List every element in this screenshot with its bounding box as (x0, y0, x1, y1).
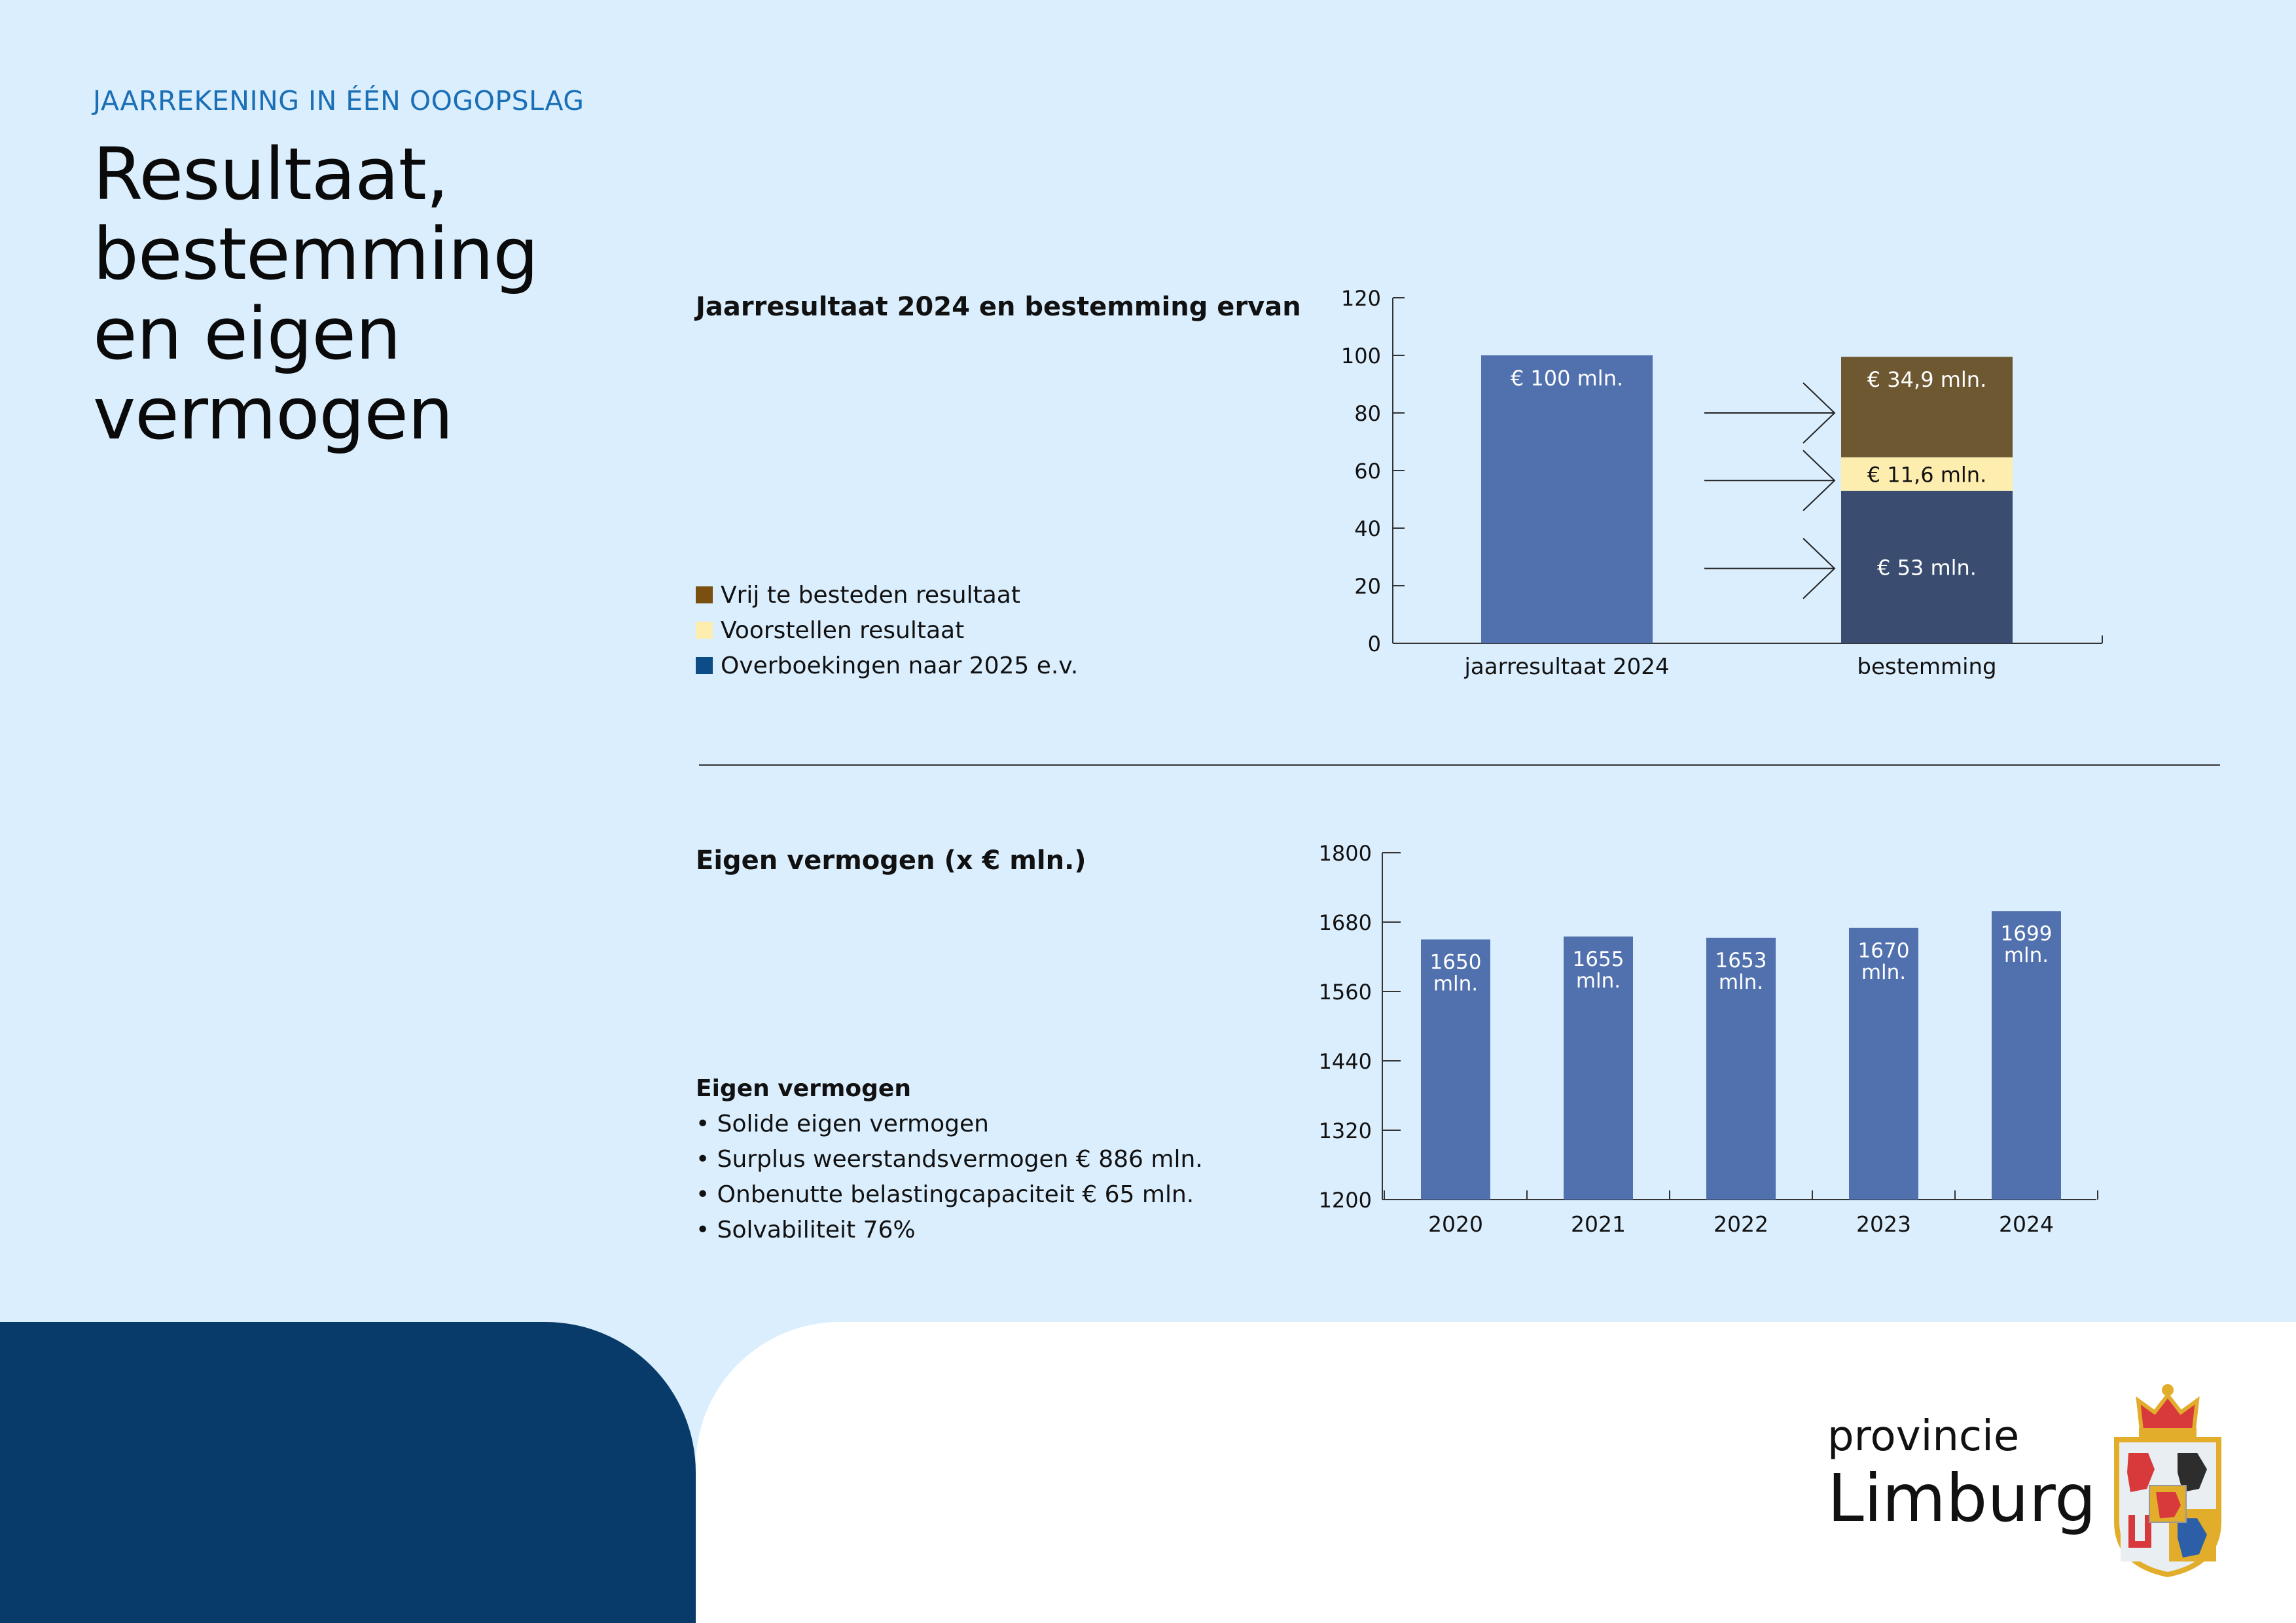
data-label: 1650 (1430, 951, 1482, 974)
data-label: € 11,6 mln. (1867, 462, 1986, 487)
y-tick-label: 1320 (1319, 1118, 1372, 1143)
coat-of-arms-icon (2114, 1384, 2221, 1577)
bar (1564, 936, 1633, 1200)
data-label: 1653 (1715, 949, 1767, 972)
x-tick-label: 2024 (1999, 1211, 2054, 1237)
data-label: mln. (1861, 961, 1906, 984)
data-label: € 53 mln. (1877, 555, 1977, 580)
x-tick-label: 2022 (1713, 1211, 1768, 1237)
y-tick-label: 1560 (1319, 980, 1372, 1005)
y-tick-label: 120 (1341, 286, 1381, 311)
title-line: vermogen (93, 372, 454, 455)
page-title: Resultaat, bestemming en eigen vermogen (93, 134, 630, 454)
bar (1849, 927, 1918, 1200)
navy-corner-shape (0, 1322, 696, 1623)
y-tick-label: 80 (1354, 401, 1381, 426)
section-kicker: JAARREKENING IN ÉÉN OOGOPSLAG (93, 85, 584, 116)
y-tick-label: 40 (1354, 516, 1381, 541)
chart2-title: Eigen vermogen (x € mln.) (696, 846, 1086, 876)
bar-segment (1841, 457, 2013, 491)
arrow-head (1803, 382, 1836, 444)
logo-line-limburg: Limburg (1827, 1460, 2096, 1537)
y-tick-label: 1200 (1319, 1188, 1372, 1213)
data-label: 1655 (1573, 948, 1624, 971)
x-tick-label: bestemming (1857, 654, 1996, 680)
y-tick-label: 20 (1354, 574, 1381, 599)
y-tick-label: 1800 (1319, 841, 1372, 866)
legend-item: Overboekingen naar 2025 e.v. (696, 648, 1078, 683)
data-label: € 34,9 mln. (1867, 367, 1986, 392)
title-line: Resultaat, (93, 132, 449, 216)
legend-swatch (696, 622, 713, 639)
legend-label: Voorstellen resultaat (721, 616, 965, 644)
x-tick-label: 2020 (1428, 1211, 1483, 1237)
data-label: € 100 mln. (1511, 366, 1623, 391)
notes-item: • Solide eigen vermogen (696, 1111, 989, 1137)
notes-title: Eigen vermogen (696, 1075, 911, 1102)
y-tick-label: 1680 (1319, 910, 1372, 935)
arrow-head (1803, 450, 1836, 512)
data-label: mln. (1576, 969, 1621, 993)
legend-label: Overboekingen naar 2025 e.v. (721, 652, 1079, 679)
bar-segment (1841, 490, 2013, 643)
logo-line-provincie: provincie (1827, 1412, 2020, 1461)
chart1-legend: Vrij te besteden resultaat Voorstellen r… (696, 577, 1078, 683)
y-tick-label: 100 (1341, 344, 1381, 368)
x-tick-label: 2021 (1571, 1211, 1626, 1237)
section-divider (699, 764, 2220, 766)
y-tick-label: 1440 (1319, 1049, 1372, 1074)
legend-item: Vrij te besteden resultaat (696, 577, 1078, 613)
data-label: mln. (1433, 972, 1478, 996)
result-chart: 0 20 40 60 80 100 120 € 53 mln. € 11,6 mln. € 34,… (1341, 286, 2103, 680)
y-tick-label: 0 (1368, 632, 1381, 656)
data-label: mln. (2004, 944, 2049, 967)
equity-notes: Eigen vermogen • Solide eigen vermogen •… (696, 1071, 1203, 1248)
logo-wordmark: provincie Limburg (1827, 1410, 2096, 1535)
legend-label: Vrij te besteden resultaat (721, 581, 1020, 609)
legend-item: Voorstellen resultaat (696, 613, 1078, 648)
bar (1706, 937, 1776, 1200)
legend-swatch (696, 657, 713, 674)
x-tick-label: 2023 (1856, 1211, 1911, 1237)
notes-item: • Onbenutte belastingcapaciteit € 65 mln… (696, 1181, 1194, 1208)
title-line: en eigen (93, 292, 401, 376)
notes-item: • Solvabiliteit 76% (696, 1217, 916, 1243)
data-label: 1699 (2001, 922, 2053, 946)
arrow-head (1803, 537, 1836, 599)
title-line: bestemming (93, 212, 539, 296)
bar-segment (1841, 357, 2013, 457)
footer-panel (696, 1322, 2296, 1623)
data-label: 1670 (1858, 939, 1910, 963)
bar (1421, 939, 1490, 1200)
x-tick-label: jaarresultaat 2024 (1463, 654, 1669, 680)
y-tick-label: 60 (1354, 459, 1381, 484)
data-label: mln. (1719, 971, 1763, 994)
equity-chart: 1200132014401560168018001650mln.20201655… (1319, 841, 2098, 1237)
notes-item: • Surplus weerstandsvermogen € 886 mln. (696, 1146, 1203, 1173)
bar-segment (1481, 355, 1653, 643)
legend-swatch (696, 586, 713, 603)
bar (1992, 911, 2061, 1200)
chart1-title: Jaarresultaat 2024 en bestemming ervan (696, 292, 1301, 322)
